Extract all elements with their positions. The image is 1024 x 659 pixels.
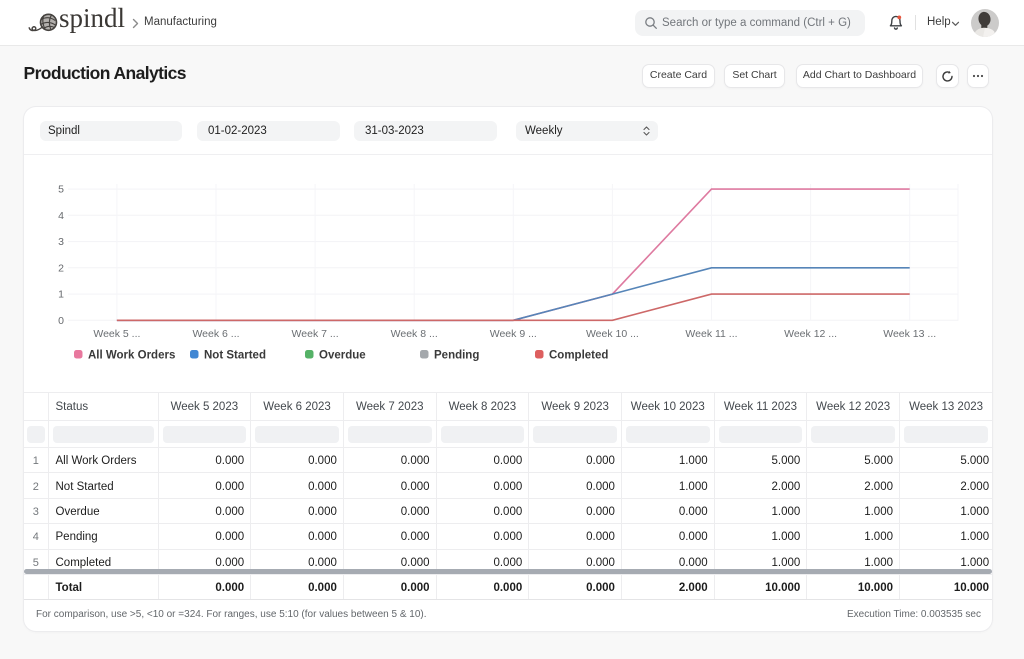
svg-text:Week 12 ...: Week 12 ... [784,328,837,340]
svg-text:Completed: Completed [549,350,608,362]
svg-text:1: 1 [58,289,64,301]
svg-text:Week 9 ...: Week 9 ... [490,328,537,340]
svg-text:Overdue: Overdue [319,350,366,362]
svg-text:Week 8 ...: Week 8 ... [391,328,438,340]
svg-text:4: 4 [58,210,64,222]
svg-text:Week 5 ...: Week 5 ... [93,328,140,340]
svg-text:Week 10 ...: Week 10 ... [586,328,639,340]
svg-text:3: 3 [58,236,64,248]
svg-text:Week 11 ...: Week 11 ... [685,328,737,340]
svg-text:Week 13 ...: Week 13 ... [883,328,936,340]
svg-text:Pending: Pending [434,350,479,362]
svg-text:Week 7 ...: Week 7 ... [292,328,339,340]
svg-text:Not Started: Not Started [204,350,266,362]
svg-text:2: 2 [58,262,64,274]
svg-text:All Work Orders: All Work Orders [88,350,175,362]
svg-text:Week 6 ...: Week 6 ... [192,328,239,340]
svg-text:5: 5 [58,184,64,196]
svg-text:0: 0 [58,315,64,327]
